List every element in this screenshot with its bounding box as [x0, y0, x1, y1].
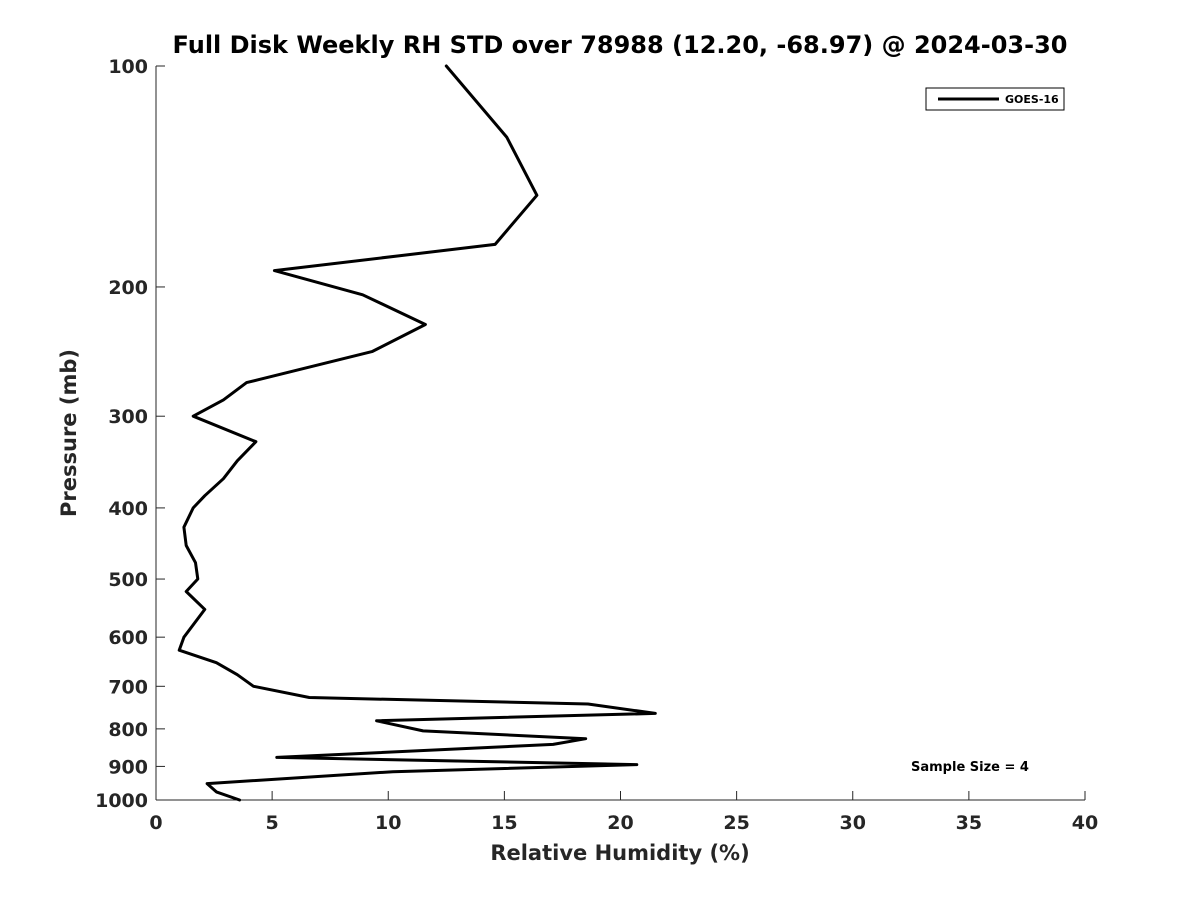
y-tick-label: 900 [108, 756, 148, 778]
y-tick-label: 700 [108, 676, 148, 698]
x-tick-label: 15 [491, 812, 517, 834]
x-tick-label: 40 [1072, 812, 1098, 834]
x-tick-label: 5 [266, 812, 279, 834]
sample-size-annotation: Sample Size = 4 [911, 760, 1029, 775]
x-tick-label: 10 [375, 812, 401, 834]
y-tick-label: 300 [108, 406, 148, 428]
x-tick-label: 30 [840, 812, 866, 834]
y-tick-label: 800 [108, 719, 148, 741]
x-axis-label: Relative Humidity (%) [490, 841, 749, 865]
y-tick-label: 1000 [95, 790, 148, 812]
chart-title: Full Disk Weekly RH STD over 78988 (12.2… [173, 31, 1068, 59]
y-tick-label: 100 [108, 56, 148, 78]
series-line-goes16 [177, 64, 657, 802]
y-tick-label: 400 [108, 498, 148, 520]
x-tick-label: 20 [607, 812, 633, 834]
legend-label: GOES-16 [1005, 93, 1059, 106]
x-tick-label: 35 [956, 812, 982, 834]
x-tick-label: 25 [723, 812, 749, 834]
legend: GOES-16 [925, 87, 1065, 111]
y-ticks: 100 200 300 400 500 600 700 800 900 1000 [95, 56, 165, 812]
y-axis-label: Pressure (mb) [57, 349, 81, 517]
x-ticks: 0 5 10 15 20 25 30 35 40 [149, 791, 1098, 834]
y-tick-label: 500 [108, 569, 148, 591]
x-tick-label: 0 [149, 812, 162, 834]
y-tick-label: 600 [108, 627, 148, 649]
y-tick-label: 200 [108, 277, 148, 299]
